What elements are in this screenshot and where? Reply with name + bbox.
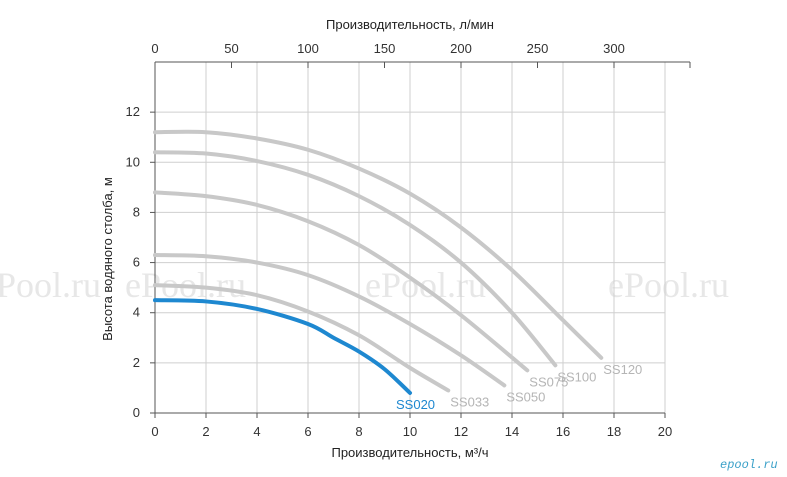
curve-ss120: [153, 129, 604, 360]
y-axis-title: Высота водяного столба, м: [100, 177, 115, 341]
y-tick-label: 8: [133, 204, 140, 219]
curve-ss050: [153, 253, 507, 388]
x-tick-label: 14: [505, 424, 519, 439]
top-x-tick-label: 300: [603, 41, 625, 56]
curve-ss020: [153, 298, 412, 395]
x-tick-label: 8: [355, 424, 362, 439]
y-tick-label: 10: [126, 154, 140, 169]
x-tick-label: 18: [607, 424, 621, 439]
top-x-tick-label: 150: [374, 41, 396, 56]
x-tick-label: 20: [658, 424, 672, 439]
series-label-ss100: SS100: [557, 369, 596, 384]
top-x-tick-label: 50: [224, 41, 238, 56]
watermark-text: ePool.ru: [608, 265, 729, 305]
top-x-tick-label: 250: [527, 41, 549, 56]
watermark-text: ePool.ru: [365, 265, 486, 305]
watermark-text: ePool.ru: [0, 265, 101, 305]
y-tick-label: 2: [133, 355, 140, 370]
curve-ss033: [153, 283, 451, 393]
top-x-tick-label: 100: [297, 41, 319, 56]
curves: [153, 129, 604, 395]
x-tick-label: 4: [253, 424, 260, 439]
x-tick-label: 2: [202, 424, 209, 439]
x-axis-title: Производительность, м³/ч: [331, 445, 488, 460]
x-tick-label: 0: [151, 424, 158, 439]
y-tick-label: 6: [133, 255, 140, 270]
grid: [154, 61, 666, 414]
series-label-ss033: SS033: [450, 394, 489, 409]
x-tick-label: 10: [403, 424, 417, 439]
series-label-ss050: SS050: [506, 389, 545, 404]
top-x-tick-label: 200: [450, 41, 472, 56]
series-label-ss075: SS075: [529, 374, 568, 389]
x-tick-label: 6: [304, 424, 311, 439]
x-tick-label: 12: [454, 424, 468, 439]
curve-ss075: [153, 190, 530, 373]
series-label-ss120: SS120: [603, 362, 642, 377]
x-tick-label: 16: [556, 424, 570, 439]
y-tick-label: 4: [133, 305, 140, 320]
curve-ss100: [153, 150, 558, 368]
y-tick-label: 12: [126, 104, 140, 119]
y-tick-label: 0: [133, 405, 140, 420]
series-label-ss020: SS020: [396, 397, 435, 412]
top-x-tick-label: 0: [151, 41, 158, 56]
brand-logo-text: epool.ru: [720, 458, 778, 472]
top-x-axis-title: Производительность, л/мин: [326, 17, 494, 32]
